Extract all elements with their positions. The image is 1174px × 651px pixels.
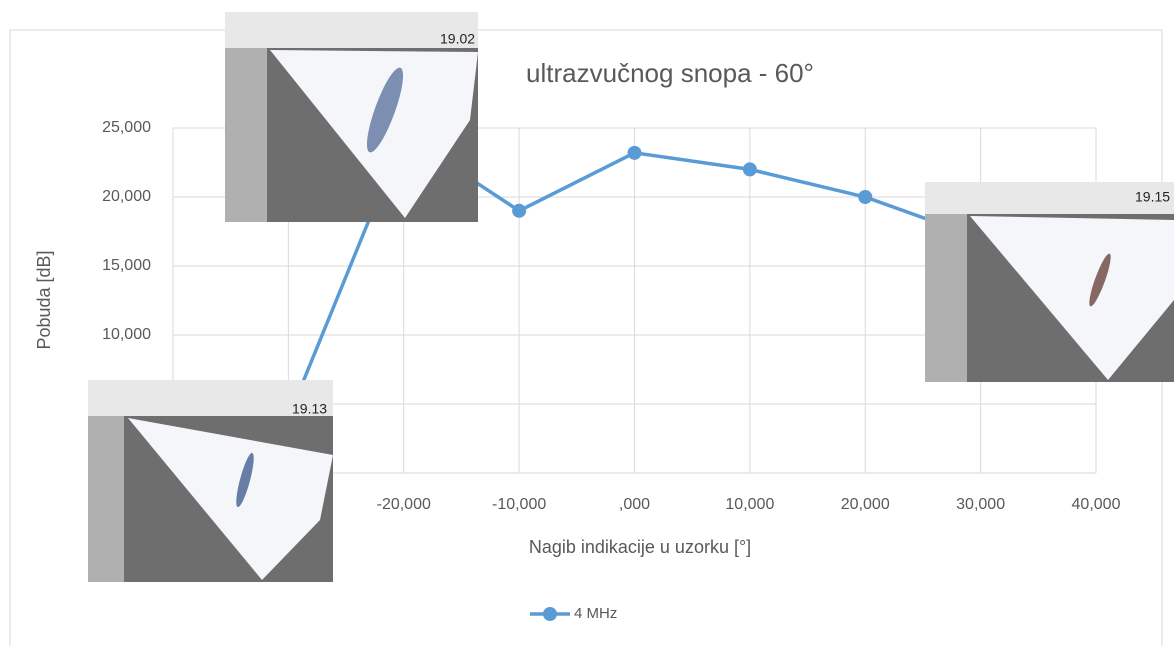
y-tick-label: 15,000 bbox=[102, 257, 151, 274]
y-axis-label: Pobuda [dB] bbox=[34, 250, 54, 349]
x-tick-label: ,000 bbox=[619, 496, 650, 513]
scan-image: 19.02 bbox=[225, 12, 478, 222]
y-tick-label: 20,000 bbox=[102, 188, 151, 205]
svg-text:19.02: 19.02 bbox=[440, 31, 475, 47]
data-point bbox=[512, 203, 527, 218]
x-tick-label: 20,000 bbox=[841, 496, 890, 513]
x-tick-label: -10,000 bbox=[492, 496, 546, 513]
x-tick-label: 30,000 bbox=[956, 496, 1005, 513]
y-tick-label: 25,000 bbox=[102, 119, 151, 136]
data-point bbox=[858, 190, 873, 204]
svg-text:19.15: 19.15 bbox=[1135, 189, 1170, 205]
data-point bbox=[627, 145, 642, 160]
x-axis-label: Nagib indikacije u uzorku [°] bbox=[529, 537, 751, 557]
x-tick-label: 40,000 bbox=[1072, 496, 1121, 513]
legend: 4 MHz bbox=[530, 605, 617, 622]
y-tick-label: 10,000 bbox=[102, 326, 151, 343]
x-tick-label: 10,000 bbox=[725, 496, 774, 513]
scan-image: 19.15 bbox=[925, 182, 1174, 382]
scan-image: 19.13 bbox=[88, 380, 333, 582]
legend-label: 4 MHz bbox=[574, 605, 617, 622]
data-point bbox=[742, 162, 757, 177]
x-tick-label: -20,000 bbox=[377, 496, 431, 513]
svg-text:19.13: 19.13 bbox=[292, 401, 327, 417]
chart-title: ultrazvučnog snopa - 60° bbox=[526, 58, 814, 88]
legend-marker bbox=[543, 607, 557, 621]
